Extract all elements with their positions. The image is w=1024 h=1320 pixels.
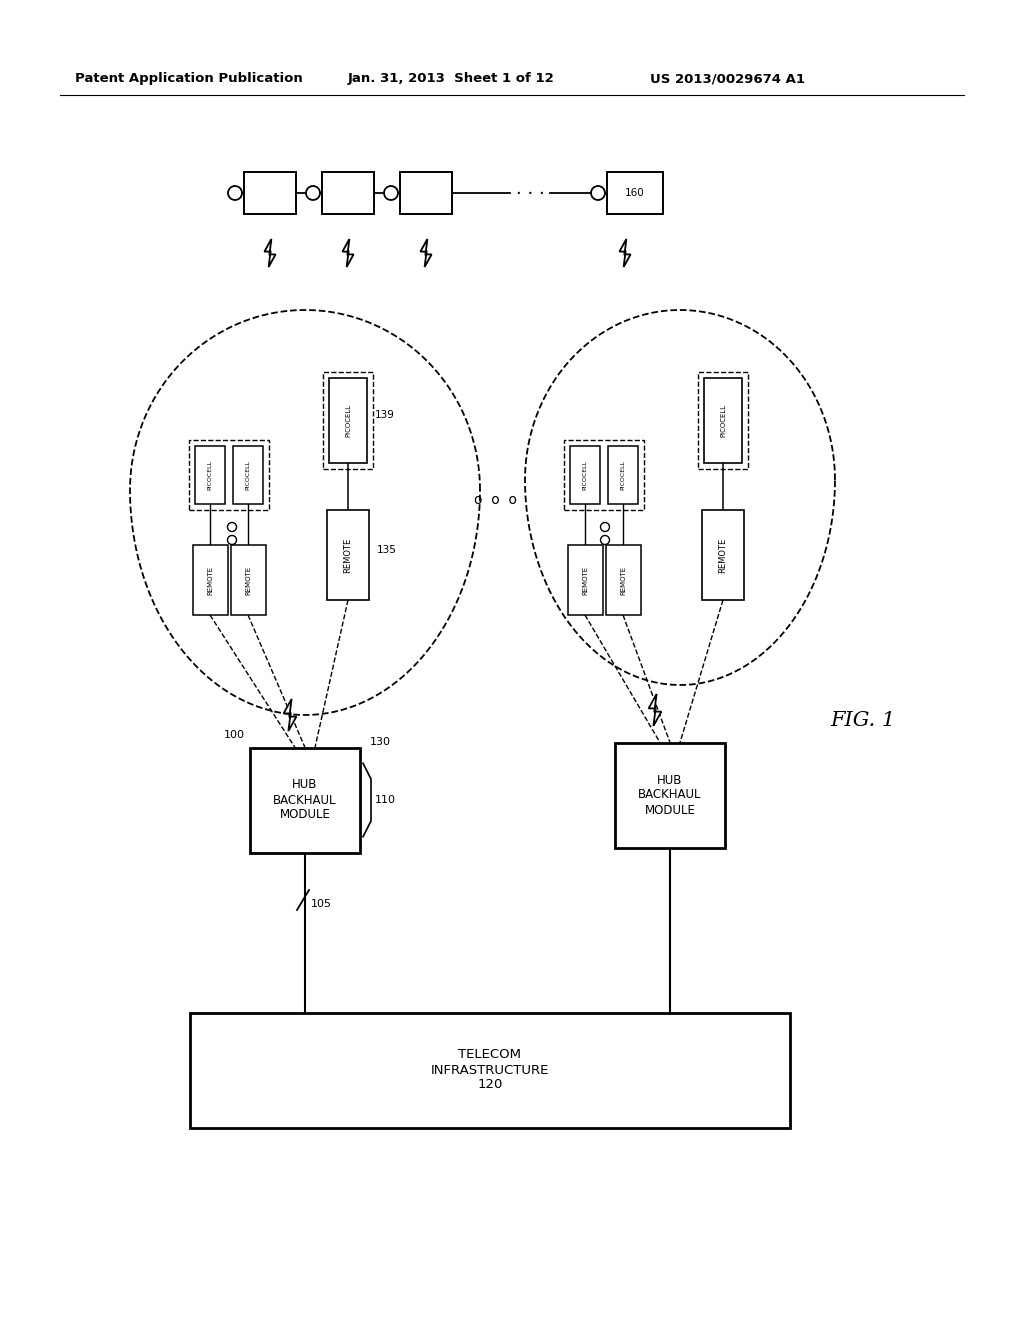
Bar — [193, 545, 227, 615]
Bar — [564, 440, 644, 510]
Text: 135: 135 — [377, 545, 397, 554]
Text: . . .: . . . — [516, 180, 545, 198]
Text: 110: 110 — [375, 795, 396, 805]
Text: Patent Application Publication: Patent Application Publication — [75, 73, 303, 84]
Text: FIG. 1: FIG. 1 — [830, 710, 895, 730]
Text: REMOTE: REMOTE — [245, 565, 251, 594]
Bar — [607, 172, 663, 214]
Text: 130: 130 — [370, 737, 391, 747]
Bar — [230, 545, 265, 615]
Text: REMOTE: REMOTE — [582, 565, 588, 594]
Text: TELECOM
INFRASTRUCTURE
120: TELECOM INFRASTRUCTURE 120 — [431, 1048, 549, 1092]
Bar — [615, 742, 725, 847]
Polygon shape — [264, 239, 275, 267]
Bar — [233, 446, 263, 504]
Text: 139: 139 — [375, 411, 395, 420]
Polygon shape — [342, 239, 353, 267]
Text: Jan. 31, 2013  Sheet 1 of 12: Jan. 31, 2013 Sheet 1 of 12 — [348, 73, 555, 84]
Bar — [605, 545, 640, 615]
Text: HUB
BACKHAUL
MODULE: HUB BACKHAUL MODULE — [273, 779, 337, 821]
Polygon shape — [648, 694, 662, 726]
Bar — [190, 1012, 790, 1127]
Bar — [195, 446, 225, 504]
Bar — [189, 440, 269, 510]
Bar — [702, 510, 744, 601]
Text: 105: 105 — [311, 899, 332, 909]
Bar — [400, 172, 452, 214]
Text: HUB
BACKHAUL
MODULE: HUB BACKHAUL MODULE — [638, 774, 701, 817]
Text: REMOTE: REMOTE — [207, 565, 213, 594]
Polygon shape — [284, 700, 296, 731]
Text: PICOCELL: PICOCELL — [345, 404, 351, 437]
Bar — [567, 545, 602, 615]
Bar — [705, 378, 742, 462]
Bar — [244, 172, 296, 214]
Bar — [327, 510, 369, 601]
Bar — [250, 747, 360, 853]
Text: o  o  o: o o o — [473, 492, 516, 507]
Text: 160: 160 — [625, 187, 645, 198]
Text: REMOTE: REMOTE — [719, 537, 727, 573]
Text: REMOTE: REMOTE — [343, 537, 352, 573]
Bar — [608, 446, 638, 504]
Text: REMOTE: REMOTE — [620, 565, 626, 594]
Text: PICOCELL: PICOCELL — [208, 459, 213, 490]
Bar — [570, 446, 600, 504]
Text: US 2013/0029674 A1: US 2013/0029674 A1 — [650, 73, 805, 84]
Bar — [322, 172, 374, 214]
Text: PICOCELL: PICOCELL — [720, 404, 726, 437]
Bar — [329, 378, 367, 462]
Text: PICOCELL: PICOCELL — [621, 459, 626, 490]
Polygon shape — [620, 239, 631, 267]
Polygon shape — [421, 239, 431, 267]
Bar — [698, 371, 748, 469]
Text: PICOCELL: PICOCELL — [246, 459, 251, 490]
Text: 100: 100 — [224, 730, 245, 741]
Bar — [323, 371, 373, 469]
Text: PICOCELL: PICOCELL — [583, 459, 588, 490]
